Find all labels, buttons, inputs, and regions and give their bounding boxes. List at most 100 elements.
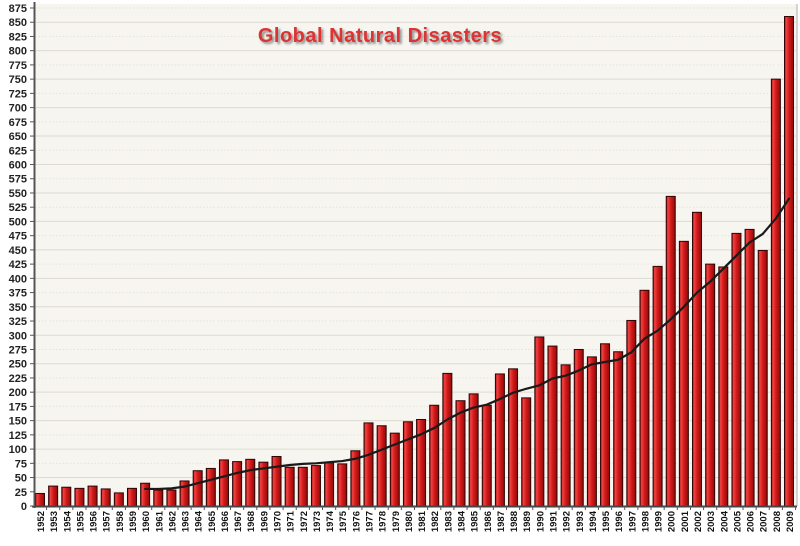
x-tick-label: 1954 [62, 510, 73, 532]
bar-1978 [376, 425, 387, 507]
x-tick-label: 1991 [548, 510, 559, 532]
y-tick-label: 175 [9, 401, 27, 413]
x-tick-label: 1963 [181, 511, 192, 532]
chart-title: Global Natural Disasters [257, 25, 503, 47]
bar-1960 [140, 482, 151, 507]
bar-1985 [468, 393, 479, 507]
bar-1962 [166, 489, 177, 507]
x-tick-label: 2001 [680, 510, 691, 532]
x-tick-label: 1971 [286, 510, 297, 532]
y-tick-label: 625 [9, 145, 27, 157]
bar-1956 [87, 485, 98, 507]
x-tick-label: 1972 [299, 511, 310, 532]
x-tick-label: 1999 [654, 511, 665, 532]
bar-1964 [192, 470, 203, 507]
x-tick-label: 1959 [128, 511, 139, 532]
bar-2001 [678, 240, 689, 507]
x-tick-label: 1960 [141, 511, 152, 532]
bar-1966 [218, 459, 229, 507]
y-tick-label: 775 [9, 60, 27, 72]
x-tick-label: 1984 [456, 510, 467, 532]
y-tick-label: 425 [9, 259, 27, 271]
y-tick-label: 50 [15, 473, 27, 485]
y-tick-label: 750 [9, 74, 27, 86]
axes [30, 2, 797, 510]
y-tick-label: 275 [9, 344, 27, 356]
trend-line [144, 197, 791, 491]
x-tick-label: 1986 [483, 511, 494, 532]
x-tick-label: 1994 [588, 510, 599, 532]
x-tick-label: 1965 [207, 510, 218, 532]
x-tick-label: 2009 [785, 511, 796, 532]
x-tick-label: 1955 [75, 510, 86, 532]
x-tick-label: 1964 [194, 510, 205, 532]
bar-1996 [613, 351, 624, 507]
x-tick-label: 1981 [417, 510, 428, 532]
bar-1958 [113, 492, 124, 507]
y-tick-label: 700 [9, 103, 27, 115]
y-tick-label: 0 [21, 501, 27, 513]
y-tick-label: 875 [9, 3, 27, 15]
x-tick-label: 1962 [167, 511, 178, 532]
bar-1954 [61, 486, 72, 507]
x-tick-label: 1978 [378, 511, 389, 532]
x-tick-label: 1952 [36, 511, 47, 532]
bar-1957 [100, 488, 111, 507]
y-tick-label: 375 [9, 288, 27, 300]
y-tick-label: 550 [9, 188, 27, 200]
bar-1990 [534, 336, 545, 507]
bar-2006 [744, 228, 755, 507]
bar-2005 [731, 232, 742, 507]
bar-1994 [586, 356, 597, 507]
x-tick-label: 2000 [667, 511, 678, 532]
y-tick-label: 825 [9, 31, 27, 43]
y-tick-label: 500 [9, 216, 27, 228]
y-tick-label: 25 [15, 487, 27, 499]
y-tick-label: 75 [15, 458, 27, 470]
x-tick-label: 1985 [470, 510, 481, 532]
y-tick-label: 250 [9, 359, 27, 371]
y-tick-label: 600 [9, 160, 27, 172]
bar-2000 [665, 195, 676, 507]
y-tick-label: 800 [9, 46, 27, 58]
y-tick-label: 400 [9, 273, 27, 285]
bar-1959 [126, 487, 137, 507]
bar-1952 [35, 492, 45, 507]
x-tick-label: 1961 [154, 510, 165, 532]
bar-1965 [205, 467, 216, 507]
x-tick-label: 1967 [233, 511, 244, 532]
y-tick-label: 475 [9, 231, 27, 243]
y-tick-label: 350 [9, 302, 27, 314]
y-tick-label: 525 [9, 202, 27, 214]
x-tick-label: 1998 [640, 511, 651, 532]
x-tick-label: 1980 [404, 511, 415, 532]
bar-1971 [284, 466, 295, 507]
y-tick-label: 200 [9, 387, 27, 399]
x-tick-label: 1977 [365, 511, 376, 532]
x-tick-label: 2008 [772, 511, 783, 532]
bar-1955 [74, 487, 85, 507]
bar-1993 [573, 348, 584, 507]
bar-1973 [310, 465, 321, 507]
bar-1968 [245, 458, 256, 507]
x-tick-label: 2007 [759, 511, 770, 532]
bar-1987 [494, 373, 505, 507]
x-axis-labels: 1952 1953 1954 1955 1956 1957 1958 1959 1960 1961… [36, 510, 796, 532]
x-tick-label: 1983 [443, 511, 454, 532]
x-tick-label: 2003 [706, 511, 717, 532]
bar-1998 [639, 289, 650, 507]
bar-1961 [153, 489, 164, 507]
x-tick-label: 1969 [259, 511, 270, 532]
bar-1988 [508, 368, 519, 507]
trend-line-path [144, 197, 791, 491]
y-tick-label: 675 [9, 117, 27, 129]
bar-1982 [429, 404, 440, 507]
x-tick-label: 2004 [719, 510, 730, 532]
y-tick-label: 850 [9, 17, 27, 29]
x-tick-label: 1995 [601, 510, 612, 532]
bar-2007 [757, 249, 768, 507]
y-tick-label: 100 [9, 444, 27, 456]
x-tick-label: 2006 [746, 511, 757, 532]
